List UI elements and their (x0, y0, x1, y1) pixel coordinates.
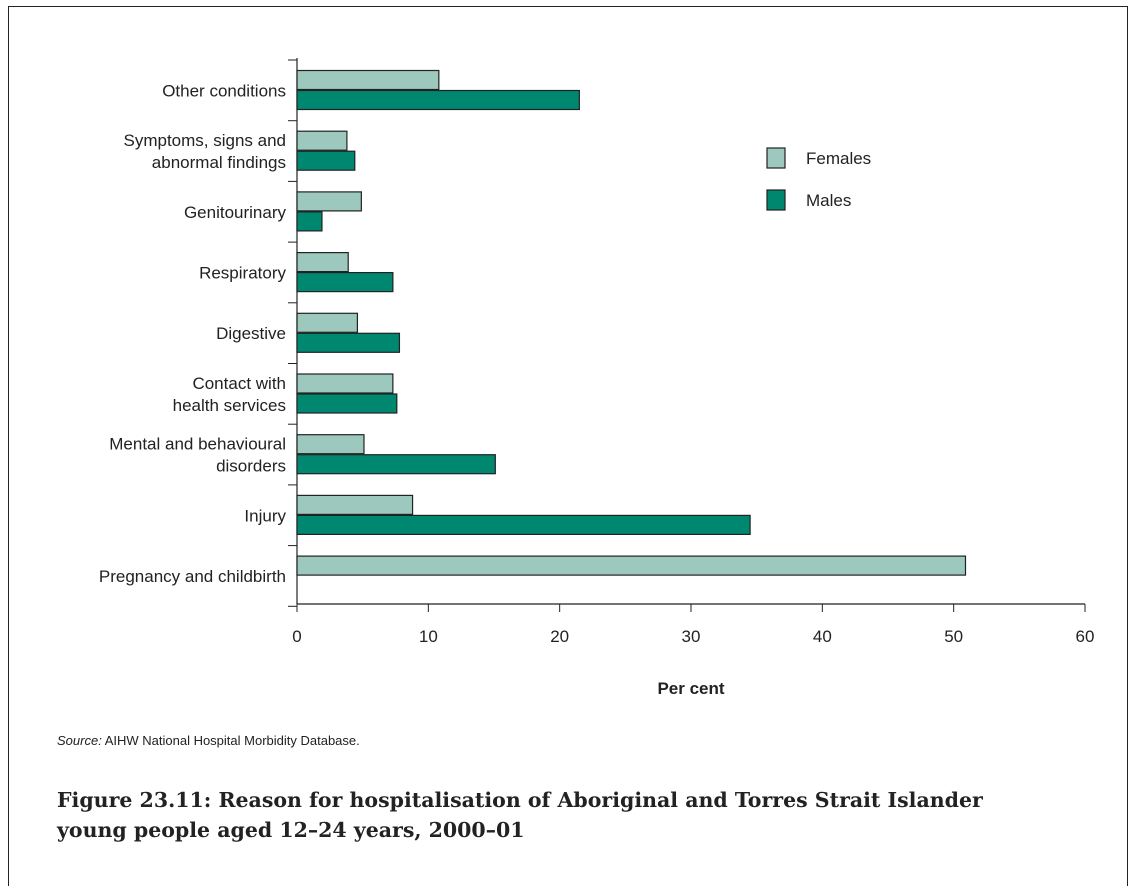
bar-females (296, 69, 440, 91)
source-label: Source: (57, 733, 102, 748)
bar-males (296, 514, 751, 536)
category-label: Genitourinary (184, 203, 287, 222)
category-label: Mental and behavioural (109, 435, 286, 454)
x-tick-label: 10 (419, 627, 438, 646)
category-label: abnormal findings (152, 153, 286, 172)
figure-frame (8, 6, 1128, 886)
bar-females (296, 252, 349, 273)
category-label: health services (173, 396, 286, 415)
bar-males (296, 211, 323, 232)
bar-females (296, 555, 967, 576)
bar-females (296, 494, 414, 515)
bar-females (296, 191, 362, 212)
bar-males (296, 393, 398, 414)
legend-swatch-males (766, 189, 786, 211)
x-tick-label: 0 (292, 627, 301, 646)
x-tick-label: 30 (682, 627, 701, 646)
bar-males (296, 332, 401, 353)
bar-males (296, 150, 356, 171)
x-axis-label: Per cent (657, 679, 724, 698)
source-note: Source: AIHW National Hospital Morbidity… (57, 733, 360, 748)
category-label: Contact with (192, 374, 286, 393)
bar-chart: 0 10 20 30 40 50 60 Per cent Other conditions Sym… (99, 58, 1095, 698)
legend-swatch-females (766, 147, 786, 169)
bar-females (296, 312, 359, 333)
x-tick-label: 50 (944, 627, 963, 646)
bar-females (296, 434, 365, 455)
bar-females (296, 130, 348, 151)
legend-label-males: Males (806, 191, 851, 210)
x-tick-label: 20 (550, 627, 569, 646)
x-tick-label: 60 (1076, 627, 1095, 646)
x-tick-label: 40 (813, 627, 832, 646)
source-text: AIHW National Hospital Morbidity Databas… (101, 733, 360, 748)
bar-females (296, 373, 394, 394)
category-label: Injury (244, 506, 286, 525)
category-label: Pregnancy and childbirth (99, 567, 286, 586)
bar-males (296, 272, 394, 293)
category-label: disorders (216, 457, 286, 476)
legend-label-females: Females (806, 149, 871, 168)
bar-males (296, 454, 496, 475)
category-label: Other conditions (162, 81, 286, 100)
figure-caption: Figure 23.11: Reason for hospitalisation… (57, 788, 983, 842)
bar-males (296, 89, 580, 111)
category-label: Symptoms, signs and (123, 131, 286, 150)
category-label: Respiratory (199, 263, 286, 282)
category-label: Digestive (216, 324, 286, 343)
